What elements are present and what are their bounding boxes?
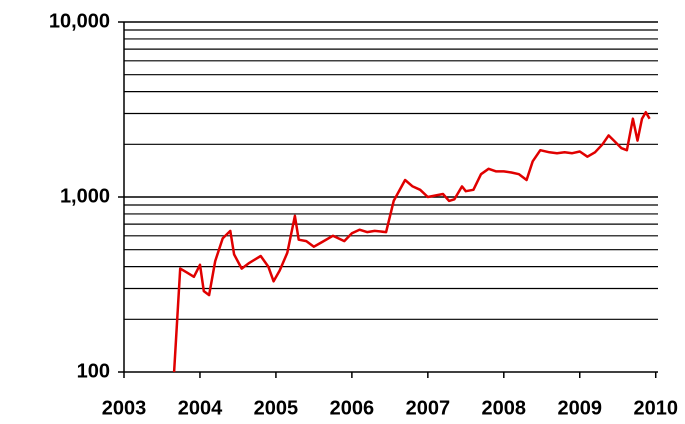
y-tick-label: 100: [77, 360, 110, 382]
x-tick-label: 2004: [178, 397, 223, 419]
x-tick-label: 2010: [633, 397, 678, 419]
y-tick-label: 10,000: [49, 10, 110, 32]
x-tick-label: 2007: [406, 397, 451, 419]
x-tick-label: 2009: [558, 397, 603, 419]
data-line: [172, 110, 651, 373]
x-tick-label: 2008: [482, 397, 527, 419]
x-tick-label: 2006: [330, 397, 375, 419]
x-tick-label: 2003: [102, 397, 147, 419]
x-tick-label: 2005: [254, 397, 299, 419]
y-tick-label: 1,000: [60, 185, 110, 207]
